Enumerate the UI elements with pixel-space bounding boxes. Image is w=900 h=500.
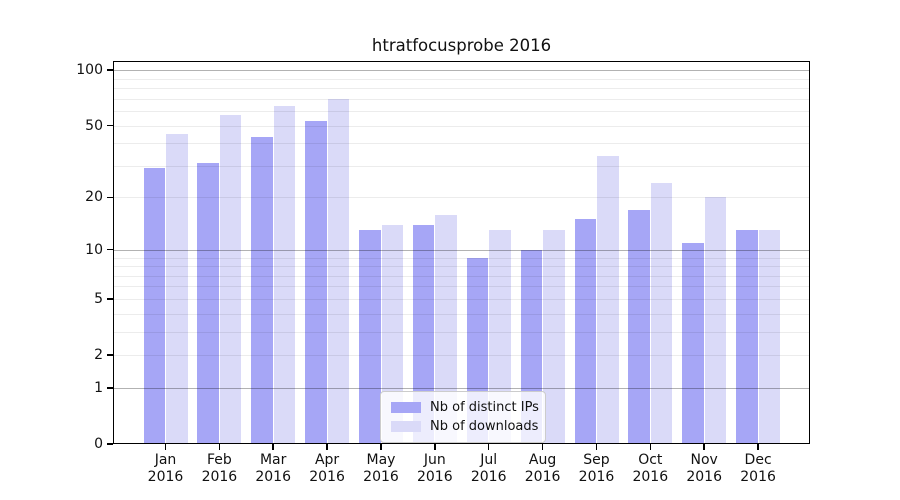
x-tick-label-jun: Jun 2016 [405,452,465,486]
x-tick-year-may: 2016 [363,469,399,485]
x-tick-mark-nov [703,444,705,450]
x-tick-label-aug: Aug 2016 [513,452,573,486]
x-tick-mark-dec [757,444,759,450]
x-tick-year-apr: 2016 [309,469,345,485]
bar-downloads-mar [273,105,296,444]
y-tick-label-20: 20 [85,189,103,206]
bar-downloads-nov [704,197,727,444]
x-tick-label-oct: Oct 2016 [620,452,680,486]
y-tick-label-5: 5 [94,290,103,307]
y-tick-mark-0 [107,443,113,445]
bar-downloads-oct [650,183,673,444]
x-tick-year-jan: 2016 [147,469,184,485]
y-tick-label-50: 50 [85,117,103,134]
x-tick-mark-apr [326,444,328,450]
bar-downloads-sep [597,156,619,444]
bar-distinct-ips-mar [251,137,273,444]
y-tick-mark-100 [107,69,113,71]
y-tick-mark-2 [107,354,113,356]
x-tick-label-jan: Jan 2016 [136,452,196,486]
x-tick-label-sep: Sep 2016 [567,452,627,486]
legend: Nb of distinct IPs Nb of downloads [380,391,546,443]
y-tick-mark-5 [107,298,113,300]
y-tick-mark-50 [107,124,113,127]
x-tick-year-aug: 2016 [524,469,561,485]
bar-downloads-jan [166,133,188,444]
bar-distinct-ips-oct [628,209,650,444]
bar-distinct-ips-jan [143,168,165,444]
x-tick-label-jul: Jul 2016 [459,452,519,486]
y-tick-mark-1 [107,387,113,389]
y-tick-label-0: 0 [94,436,103,452]
y-tick-label-1: 1 [94,379,103,396]
x-tick-year-feb: 2016 [201,469,238,485]
x-tick-year-sep: 2016 [578,469,615,485]
y-tick-label-2: 2 [94,347,103,363]
x-tick-mark-jan [164,444,167,450]
bar-downloads-dec [758,230,781,444]
bar-downloads-jun [435,214,457,444]
y-tick-label-10: 10 [85,241,103,258]
legend-label-distinct-ips: Nb of distinct IPs [430,400,539,415]
x-tick-mark-mar [272,444,274,450]
bar-distinct-ips-may [359,230,381,444]
x-tick-label-nov: Nov 2016 [674,452,734,486]
x-tick-label-may: May 2016 [351,452,411,486]
bar-downloads-jul [489,230,511,444]
x-tick-mark-oct [649,444,652,450]
x-tick-year-nov: 2016 [686,469,722,485]
bar-distinct-ips-jun [412,224,435,444]
legend-label-downloads: Nb of downloads [430,419,539,434]
x-tick-mark-sep [595,444,598,450]
x-tick-mark-feb [218,444,221,450]
x-tick-year-dec: 2016 [740,469,776,485]
bar-distinct-ips-apr [305,120,327,444]
x-tick-mark-may [380,444,382,450]
x-tick-mark-aug [541,444,544,450]
legend-item-downloads: Nb of downloads [391,417,539,436]
bar-distinct-ips-feb [197,163,219,444]
bar-downloads-apr [327,98,350,444]
y-tick-mark-10 [107,248,113,251]
x-tick-year-mar: 2016 [255,469,291,485]
chart-title: htratfocusprobe 2016 [371,36,552,55]
x-tick-label-apr: Apr 2016 [297,452,357,486]
x-tick-mark-jun [434,444,436,450]
bar-distinct-ips-nov [682,242,704,444]
x-tick-mark-jul [487,444,490,450]
bar-distinct-ips-dec [736,230,758,444]
x-tick-label-mar: Mar 2016 [243,452,303,486]
y-tick-mark-20 [107,196,113,199]
bar-downloads-feb [219,115,242,444]
x-tick-label-dec: Dec 2016 [728,452,788,486]
x-tick-label-feb: Feb 2016 [189,452,249,486]
bars-layer [113,61,810,444]
bar-downloads-may [381,224,403,444]
x-tick-year-jul: 2016 [470,469,507,485]
x-tick-year-jun: 2016 [416,469,453,485]
x-tick-year-oct: 2016 [632,469,669,485]
bar-distinct-ips-sep [574,219,596,444]
bar-downloads-aug [543,230,565,444]
legend-swatch-distinct-ips [391,402,421,413]
y-tick-label-100: 100 [76,62,103,79]
legend-item-distinct-ips: Nb of distinct IPs [391,398,539,417]
legend-swatch-downloads [391,421,421,432]
